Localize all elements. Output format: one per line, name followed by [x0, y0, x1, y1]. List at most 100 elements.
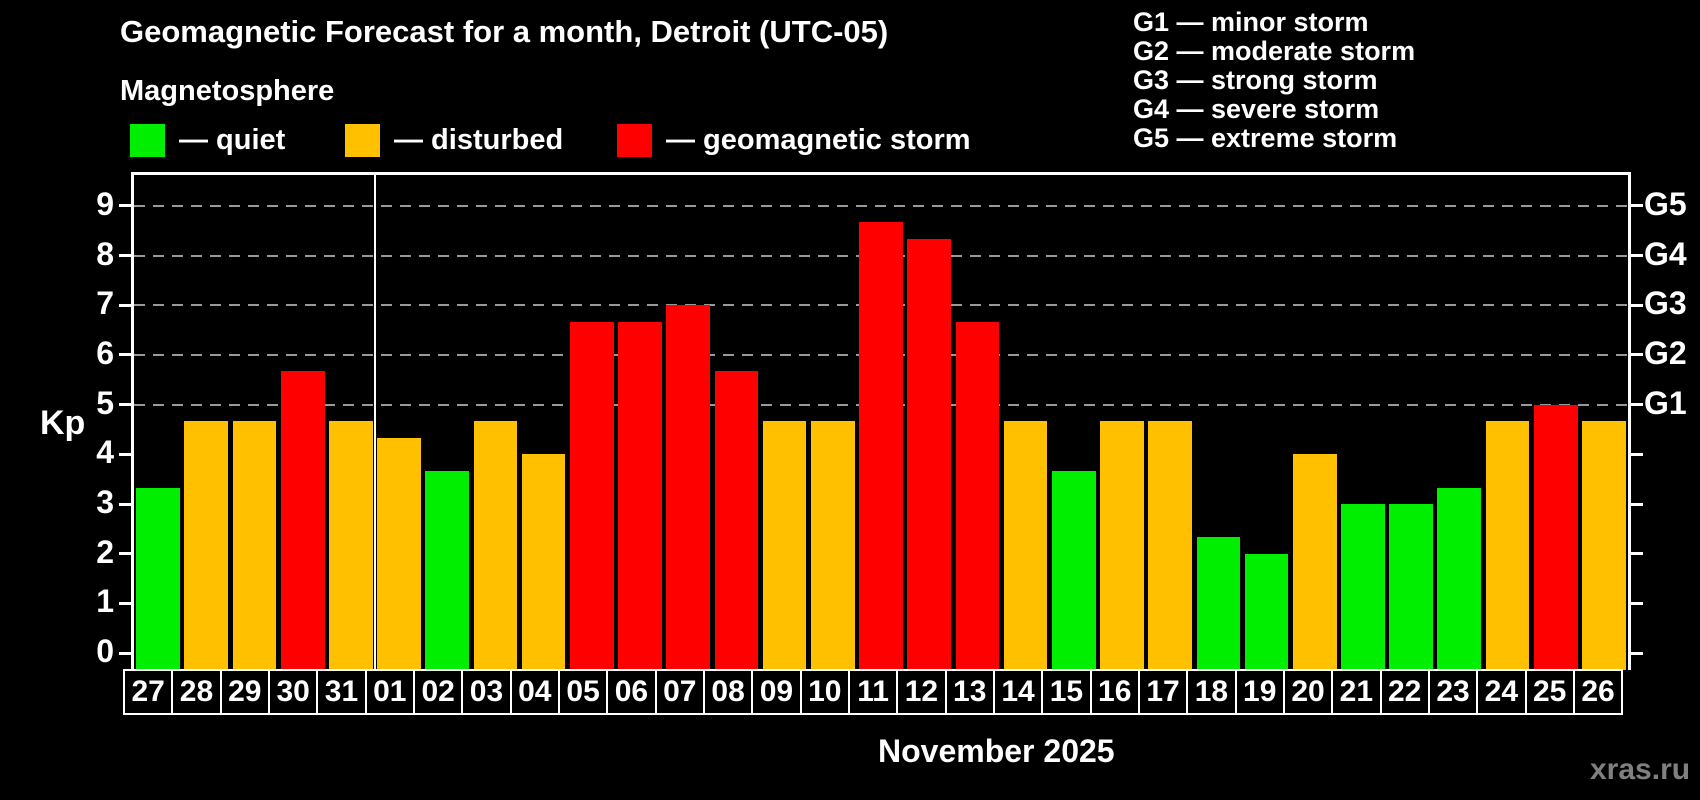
- y-tick-label-2: 2: [96, 533, 114, 570]
- day-label-30: 30: [267, 669, 319, 715]
- g-level-label-G2: G2: [1644, 334, 1687, 371]
- kp-bar-30: [280, 371, 325, 670]
- y-tick-label-8: 8: [96, 235, 114, 272]
- kp-bar-08: [714, 371, 759, 670]
- kp-bar-10: [810, 421, 855, 670]
- x-axis-title: November 2025: [878, 733, 1115, 769]
- day-label-31: 31: [316, 669, 367, 715]
- day-label-23: 23: [1427, 669, 1479, 715]
- kp-bar-19: [1244, 553, 1289, 670]
- g-scale-line-2: G2 — moderate storm: [1133, 36, 1416, 66]
- g-level-label-G4: G4: [1644, 235, 1687, 272]
- y-tick-label-1: 1: [96, 583, 114, 620]
- day-label-18: 18: [1186, 669, 1237, 715]
- legend-label-quiet: — quiet: [179, 124, 286, 156]
- y-tick-left-9: [119, 204, 131, 208]
- chart-subtitle: Magnetosphere: [120, 75, 335, 107]
- g-level-label-G5: G5: [1644, 185, 1687, 222]
- day-label-28: 28: [171, 669, 222, 715]
- kp-bar-01: [377, 437, 421, 670]
- y-tick-left-5: [119, 403, 131, 407]
- legend-label-storm: — geomagnetic storm: [666, 124, 971, 156]
- legend-item-storm: — geomagnetic storm: [617, 124, 971, 157]
- g-scale-line-5: G5 — extreme storm: [1133, 123, 1398, 153]
- kp-bar-07: [666, 305, 711, 670]
- legend-swatch-storm: [617, 124, 652, 157]
- day-label-22: 22: [1379, 669, 1430, 715]
- y-tick-right-5: [1631, 403, 1643, 407]
- day-label-11: 11: [847, 669, 899, 715]
- y-tick-right-0: [1631, 651, 1643, 655]
- y-tick-left-2: [119, 552, 131, 556]
- y-tick-label-5: 5: [96, 384, 114, 421]
- kp-bar-12: [907, 239, 952, 670]
- day-label-29: 29: [219, 669, 270, 715]
- day-label-05: 05: [557, 669, 609, 715]
- y-tick-right-3: [1631, 502, 1643, 506]
- y-tick-left-7: [119, 303, 131, 307]
- legend-swatch-disturbed: [345, 124, 380, 157]
- legend-label-disturbed: — disturbed: [394, 124, 564, 156]
- day-label-09: 09: [751, 669, 802, 715]
- month-separator-line: [373, 175, 376, 670]
- day-label-12: 12: [896, 669, 947, 715]
- kp-bar-14: [1003, 421, 1048, 670]
- y-tick-left-1: [119, 601, 131, 605]
- g-scale-line-4: G4 — severe storm: [1133, 94, 1380, 124]
- day-label-25: 25: [1524, 669, 1575, 715]
- y-tick-right-4: [1631, 452, 1643, 456]
- day-label-19: 19: [1234, 669, 1285, 715]
- kp-bar-04: [521, 454, 566, 670]
- y-tick-right-7: [1631, 303, 1643, 307]
- kp-bar-22: [1389, 504, 1433, 670]
- y-tick-right-9: [1631, 204, 1643, 208]
- day-label-01: 01: [364, 669, 415, 715]
- day-label-15: 15: [1041, 669, 1092, 715]
- kp-bar-29: [232, 421, 277, 670]
- day-axis: 27 28 29 30 31 01 02 03 04 05 06 07 08 09 10 11 12 13 14 15…: [123, 669, 1624, 715]
- day-label-07: 07: [654, 669, 705, 715]
- day-label-04: 04: [509, 669, 560, 715]
- legend-swatch-quiet: [130, 124, 165, 157]
- day-label-21: 21: [1331, 669, 1382, 715]
- y-tick-label-7: 7: [96, 285, 114, 322]
- kp-bar-24: [1485, 421, 1530, 670]
- day-label-17: 17: [1137, 669, 1189, 715]
- day-label-16: 16: [1089, 669, 1140, 715]
- y-tick-left-3: [119, 502, 131, 506]
- g-level-label-G1: G1: [1644, 384, 1687, 421]
- kp-bar-06: [618, 321, 662, 670]
- day-label-10: 10: [799, 669, 850, 715]
- y-tick-label-3: 3: [96, 484, 114, 520]
- kp-bar-13: [955, 321, 1000, 670]
- day-label-20: 20: [1282, 669, 1334, 715]
- day-label-14: 14: [992, 669, 1044, 715]
- y-tick-label-0: 0: [96, 633, 114, 670]
- y-tick-right-1: [1631, 601, 1643, 605]
- g-level-label-G3: G3: [1644, 285, 1687, 322]
- day-label-27: 27: [123, 669, 174, 715]
- g-scale-line-1: G1 — minor storm: [1133, 7, 1369, 37]
- day-label-13: 13: [944, 669, 995, 715]
- y-tick-left-6: [119, 353, 131, 357]
- day-label-02: 02: [412, 669, 464, 715]
- kp-bar-27: [136, 487, 180, 670]
- day-label-08: 08: [702, 669, 754, 715]
- y-tick-left-0: [119, 651, 131, 655]
- y-tick-left-8: [119, 254, 131, 257]
- day-label-24: 24: [1476, 669, 1527, 715]
- kp-bar-09: [762, 421, 807, 670]
- y-tick-right-6: [1631, 353, 1643, 357]
- kp-bar-28: [184, 421, 229, 670]
- kp-bar-15: [1051, 470, 1096, 670]
- g-scale-line-3: G3 — strong storm: [1133, 65, 1378, 95]
- kp-bar-20: [1292, 454, 1337, 670]
- day-label-26: 26: [1572, 669, 1624, 715]
- watermark: xras.ru: [1590, 753, 1691, 786]
- legend-item-disturbed: — disturbed: [345, 124, 563, 157]
- kp-bar-26: [1582, 421, 1626, 670]
- legend-item-quiet: — quiet: [130, 124, 285, 157]
- g-scale-legend: G1 — minor storm G2 — moderate storm G3 — …: [1133, 8, 1415, 153]
- kp-bar-21: [1341, 504, 1385, 670]
